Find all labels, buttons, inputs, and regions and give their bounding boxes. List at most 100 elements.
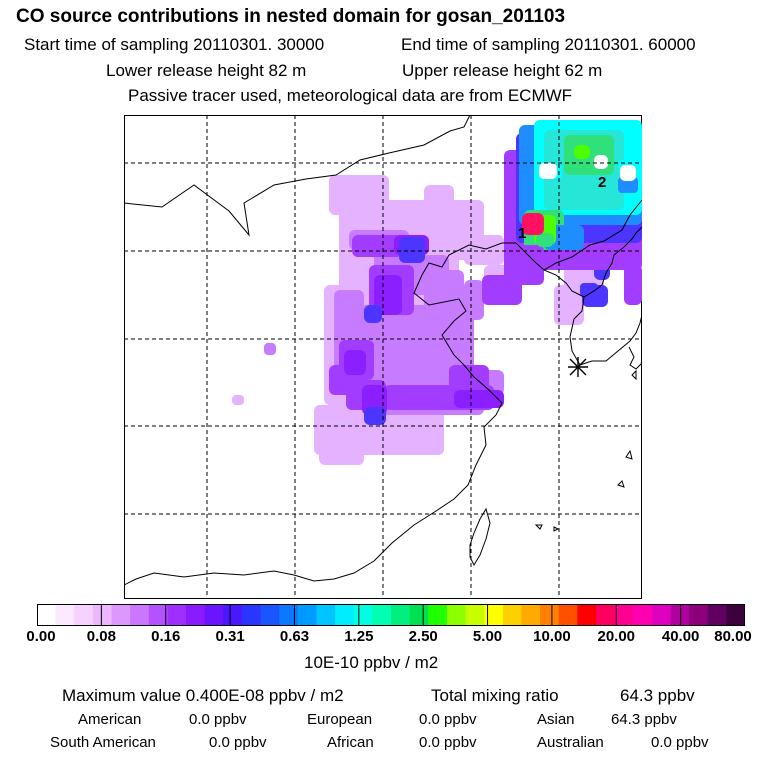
colorbar-swatch <box>55 604 75 626</box>
colorbar-tick-label: 2.50 <box>408 628 438 645</box>
plume-cell <box>424 315 474 345</box>
colorbar-swatch <box>204 604 224 626</box>
colorbar-swatch <box>465 604 485 626</box>
colorbar-swatch <box>316 604 336 626</box>
coastline-korea <box>543 226 642 298</box>
plume-cell <box>522 213 544 235</box>
map-panel: 1 2 <box>124 115 642 599</box>
colorbar-tick-label: 20.00 <box>597 628 636 645</box>
colorbar-swatch <box>540 604 560 626</box>
colorbar-tick-label: 0.31 <box>215 628 245 645</box>
region-european-value: 0.0 ppbv <box>419 711 477 728</box>
colorbar-tick-label: 80.00 <box>714 628 752 645</box>
plume-cell <box>424 185 454 215</box>
colorbar-swatch <box>614 604 634 626</box>
colorbar <box>37 604 745 626</box>
plume-cell <box>536 233 554 247</box>
colorbar-swatch <box>111 604 131 626</box>
colorbar-swatch <box>223 604 243 626</box>
colorbar-swatch <box>707 604 727 626</box>
colorbar-tick-label: 10.00 <box>533 628 571 645</box>
region-australian-value: 0.0 ppbv <box>651 734 709 751</box>
colorbar-tick-label: 40.00 <box>661 628 700 645</box>
plume-cell <box>264 343 276 355</box>
colorbar-swatch <box>577 604 597 626</box>
island-e <box>631 369 637 381</box>
plume-cell <box>364 305 382 323</box>
region-south-american-name: South American <box>50 734 156 751</box>
region-american-value: 0.0 ppbv <box>189 711 247 728</box>
taiwan-island <box>469 507 491 567</box>
colorbar-swatch <box>484 604 504 626</box>
island-b <box>553 526 560 532</box>
colorbar-tick-label: 0.00 <box>26 628 56 645</box>
coastlines <box>124 115 642 586</box>
region-american-name: American <box>78 711 142 728</box>
colorbar-swatch <box>595 604 616 626</box>
plume-cell <box>232 395 244 405</box>
plume-cell <box>464 235 504 265</box>
region-african-name: African <box>327 734 374 751</box>
region-asian-value: 64.3 ppbv <box>611 711 677 728</box>
plume-cell <box>624 265 642 305</box>
region-asian-name: Asian <box>537 711 575 728</box>
plume-cell <box>504 245 544 285</box>
colorbar-swatch <box>186 604 206 626</box>
colorbar-swatch <box>521 604 541 626</box>
plume-cell <box>374 275 402 315</box>
colorbar-units: 10E-10 ppbv / m2 <box>304 653 439 672</box>
total-mixing-value: 64.3 ppbv <box>620 686 695 705</box>
plume-cell <box>454 390 504 408</box>
plume-cell <box>399 237 425 263</box>
site-label-2: 2 <box>598 174 606 191</box>
lat-lon-grid <box>124 115 642 599</box>
start-time-label: Start time of sampling 20110301. 30000 <box>24 35 325 54</box>
plot-title: CO source contributions in nested domain… <box>16 6 566 27</box>
plume-cell <box>449 365 489 390</box>
tracer-plume <box>232 120 642 465</box>
colorbar-swatch <box>391 604 411 626</box>
colorbar-swatch <box>335 604 355 626</box>
island-d <box>625 449 633 460</box>
colorbar-tick-label: 1.25 <box>344 628 374 645</box>
plume-cell <box>580 283 598 297</box>
colorbar-swatch <box>130 604 150 626</box>
coastline-korea-south <box>569 296 642 366</box>
colorbar-frame <box>37 604 745 626</box>
plume-cell <box>329 175 389 215</box>
coastline-mainland <box>124 199 642 586</box>
max-value-label: Maximum value 0.400E-08 ppbv / m2 <box>62 686 344 705</box>
colorbar-swatch <box>670 604 690 626</box>
colorbar-swatch <box>726 604 745 626</box>
plume-cell <box>344 350 366 375</box>
plume-cell <box>314 405 444 455</box>
colorbar-swatch <box>689 604 709 626</box>
colorbar-swatch <box>502 604 523 626</box>
region-african-value: 0.0 ppbv <box>419 734 477 751</box>
region-european-name: European <box>307 711 373 728</box>
end-time-label: End time of sampling 20110301. 60000 <box>401 35 696 54</box>
island-a <box>534 524 543 530</box>
plume-cell <box>364 407 386 425</box>
plume-cell <box>574 145 590 159</box>
region-australian-name: Australian <box>537 734 604 751</box>
colorbar-swatch <box>148 604 169 626</box>
coastline-north <box>124 115 471 237</box>
region-south-american-value: 0.0 ppbv <box>209 734 267 751</box>
site-label-1: 1 <box>518 225 526 242</box>
plume-cell <box>464 280 484 320</box>
receptor-marker <box>568 357 588 377</box>
upper-release-label: Upper release height 62 m <box>402 61 603 80</box>
colorbar-swatch <box>74 604 94 626</box>
island-c <box>617 480 625 488</box>
colorbar-tick-label: 0.08 <box>86 628 116 645</box>
colorbar-tick-label: 0.16 <box>151 628 181 645</box>
lower-release-label: Lower release height 82 m <box>106 61 307 80</box>
total-mixing-label: Total mixing ratio <box>431 686 559 705</box>
colorbar-swatch <box>651 604 672 626</box>
plume-gap <box>620 165 636 181</box>
colorbar-swatch <box>92 604 113 626</box>
plume-gap <box>539 163 557 179</box>
colorbar-swatch <box>558 604 578 626</box>
plume-cell <box>319 445 364 465</box>
